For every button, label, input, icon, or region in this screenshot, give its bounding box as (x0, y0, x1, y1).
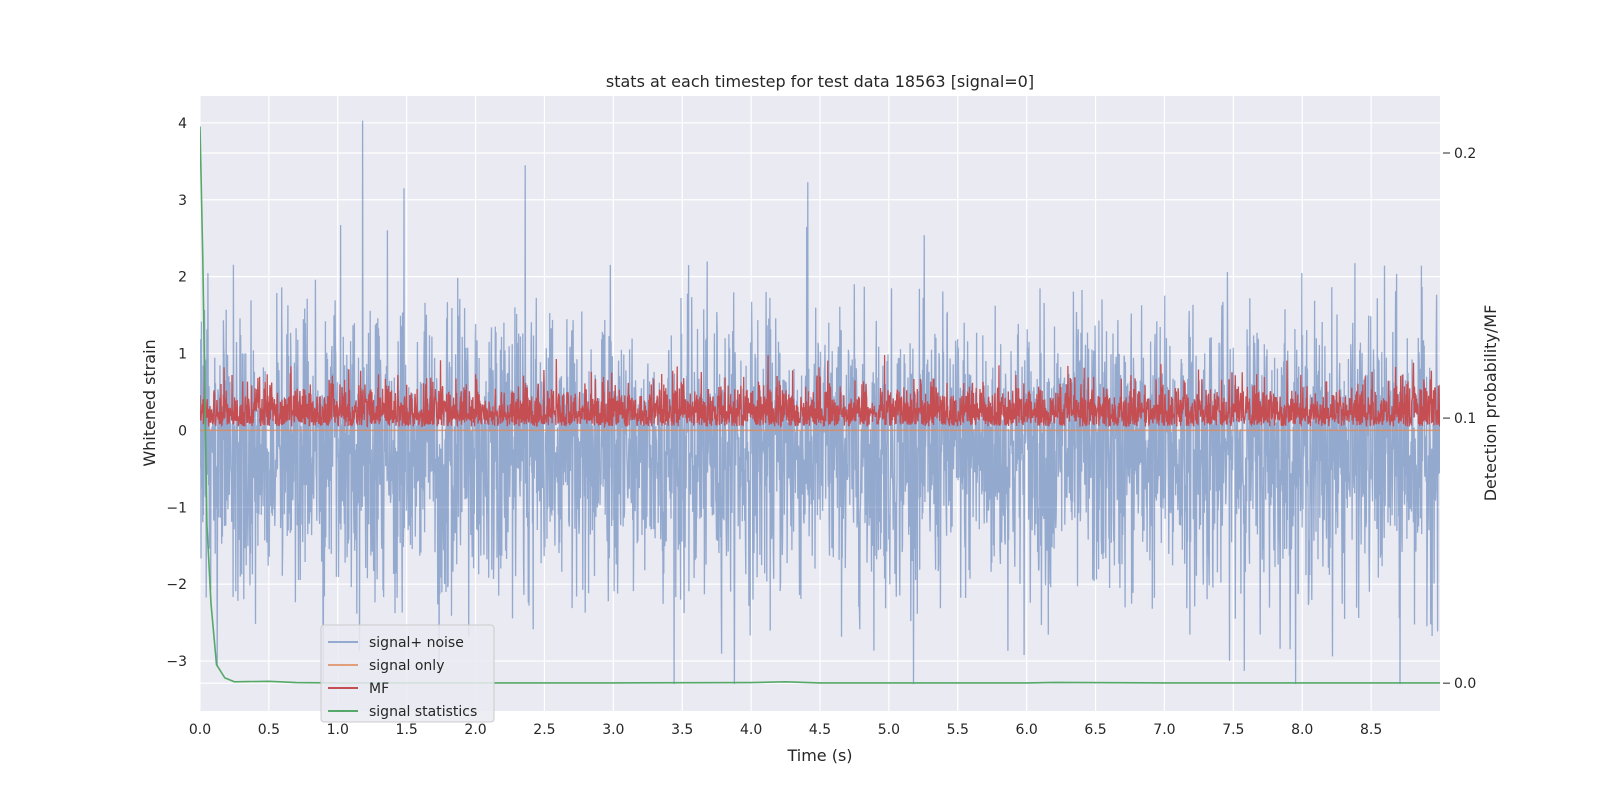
x-tick-label: 2.0 (464, 722, 486, 738)
y-axis-left: −3 −2 −1 0 1 2 3 4 (166, 116, 187, 670)
x-axis-label: Time (s) (786, 746, 852, 765)
y-tick-label: 0 (178, 423, 187, 439)
y-tick-label: 1 (178, 347, 187, 363)
y2-tick-label: 0.1 (1454, 411, 1476, 427)
y-axis-right: 0.0 0.1 0.2 (1443, 146, 1476, 692)
x-tick-label: 4.0 (740, 722, 762, 738)
legend: signal+ noise signal only MF signal statist… (320, 624, 495, 723)
legend-box (320, 624, 495, 723)
x-tick-label: 0.0 (189, 722, 211, 738)
series-mf-line (200, 355, 1440, 429)
x-tick-label: 5.5 (947, 722, 969, 738)
chart-title: stats at each timestep for test data 185… (606, 72, 1034, 91)
y2-tick-label: 0.0 (1454, 676, 1476, 692)
y-tick-label: −1 (166, 500, 187, 516)
x-axis: 0.0 0.5 1.0 1.5 2.0 2.5 3.0 3.5 4.0 4.5 5.0 5.5 6.0 6… (189, 722, 1382, 738)
x-tick-label: 1.5 (396, 722, 418, 738)
x-tick-label: 7.0 (1153, 722, 1175, 738)
series-signal-noise-line (200, 120, 1440, 685)
x-tick-label: 8.5 (1360, 722, 1382, 738)
y-axis-label: Whitened strain (140, 339, 159, 466)
legend-label: MF (369, 681, 389, 697)
y-tick-label: 3 (178, 193, 187, 209)
x-tick-label: 8.0 (1291, 722, 1313, 738)
x-tick-label: 5.0 (878, 722, 900, 738)
x-tick-label: 3.0 (602, 722, 624, 738)
x-tick-label: 6.0 (1016, 722, 1038, 738)
x-tick-label: 3.5 (671, 722, 693, 738)
y-tick-label: −3 (166, 654, 187, 670)
y-tick-label: −2 (166, 577, 187, 593)
x-tick-label: 1.0 (327, 722, 349, 738)
x-tick-label: 7.5 (1222, 722, 1244, 738)
x-tick-label: 4.5 (809, 722, 831, 738)
legend-label: signal+ noise (369, 635, 464, 651)
y2-axis-label: Detection probability/MF (1481, 305, 1500, 502)
legend-label: signal only (369, 658, 444, 674)
y2-tick-label: 0.2 (1454, 146, 1476, 162)
x-tick-label: 2.5 (533, 722, 555, 738)
x-tick-label: 6.5 (1084, 722, 1106, 738)
legend-label: signal statistics (369, 704, 477, 720)
y-tick-label: 2 (178, 270, 187, 286)
x-tick-label: 0.5 (258, 722, 280, 738)
y-tick-label: 4 (178, 116, 187, 132)
